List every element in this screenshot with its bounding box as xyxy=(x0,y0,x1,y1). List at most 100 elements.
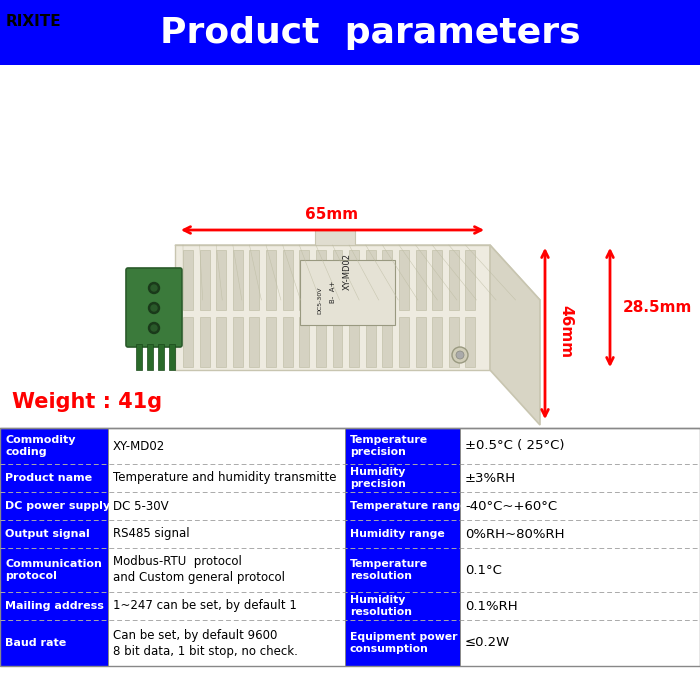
Bar xyxy=(300,260,395,325)
Bar xyxy=(0,492,108,520)
Circle shape xyxy=(148,283,160,293)
Bar xyxy=(147,344,153,370)
Bar xyxy=(345,620,460,666)
Text: Temperature and humidity transmitte: Temperature and humidity transmitte xyxy=(113,472,337,484)
Bar xyxy=(0,0,700,65)
Polygon shape xyxy=(490,245,540,425)
Bar xyxy=(349,250,359,310)
Text: 0%RH~80%RH: 0%RH~80%RH xyxy=(465,528,564,540)
Bar xyxy=(136,344,142,370)
Bar xyxy=(316,317,326,367)
Bar xyxy=(432,317,442,367)
Bar xyxy=(158,344,164,370)
Bar xyxy=(460,592,700,620)
Circle shape xyxy=(452,347,468,363)
Bar xyxy=(300,250,309,310)
Text: Product  parameters: Product parameters xyxy=(160,15,580,50)
Text: Commodity
coding: Commodity coding xyxy=(5,435,76,457)
Text: Temperature range: Temperature range xyxy=(350,501,468,511)
Text: Can be set, by default 9600
8 bit data, 1 bit stop, no check.: Can be set, by default 9600 8 bit data, … xyxy=(113,629,298,657)
Bar xyxy=(108,548,345,592)
Bar xyxy=(233,250,243,310)
Bar xyxy=(345,428,460,464)
Bar xyxy=(0,592,108,620)
Text: 28.5mm: 28.5mm xyxy=(623,300,692,316)
Bar xyxy=(108,592,345,620)
Text: 46mm: 46mm xyxy=(558,305,573,358)
FancyBboxPatch shape xyxy=(126,268,182,347)
Bar xyxy=(449,250,458,310)
Text: Communication
protocol: Communication protocol xyxy=(5,559,102,581)
Text: B-  A+: B- A+ xyxy=(330,281,336,303)
Bar xyxy=(345,492,460,520)
Text: RS485 signal: RS485 signal xyxy=(113,528,190,540)
Bar xyxy=(0,428,700,666)
Bar xyxy=(183,250,193,310)
Bar xyxy=(416,250,426,310)
Bar xyxy=(0,464,108,492)
Bar xyxy=(183,317,193,367)
Text: Output signal: Output signal xyxy=(5,529,90,539)
Bar xyxy=(382,317,392,367)
Bar xyxy=(283,250,293,310)
Bar xyxy=(233,317,243,367)
Text: 65mm: 65mm xyxy=(305,207,358,222)
Circle shape xyxy=(148,323,160,333)
Text: ±3%RH: ±3%RH xyxy=(465,472,516,484)
Text: ≤0.2W: ≤0.2W xyxy=(465,636,510,650)
Text: DC5-30V: DC5-30V xyxy=(318,286,323,314)
Circle shape xyxy=(148,302,160,314)
Bar xyxy=(460,492,700,520)
Text: 1~247 can be set, by default 1: 1~247 can be set, by default 1 xyxy=(113,599,297,612)
Bar xyxy=(460,428,700,464)
Bar xyxy=(365,317,376,367)
Bar xyxy=(300,317,309,367)
Bar xyxy=(266,317,276,367)
Text: Equipment power
consumption: Equipment power consumption xyxy=(350,632,458,654)
Circle shape xyxy=(456,351,464,359)
Text: Humidity
resolution: Humidity resolution xyxy=(350,595,412,617)
Bar xyxy=(283,317,293,367)
Text: RIXITE: RIXITE xyxy=(6,14,62,29)
Bar xyxy=(460,548,700,592)
Text: 0.1°C: 0.1°C xyxy=(465,564,502,577)
Bar xyxy=(0,520,108,548)
Polygon shape xyxy=(175,245,490,370)
Bar xyxy=(0,428,108,464)
Bar xyxy=(399,317,409,367)
Text: Baud rate: Baud rate xyxy=(5,638,66,648)
Bar xyxy=(345,592,460,620)
Text: XY-MD02: XY-MD02 xyxy=(113,440,165,452)
Bar xyxy=(382,250,392,310)
Text: -40°C~+60°C: -40°C~+60°C xyxy=(465,500,557,512)
Bar xyxy=(345,520,460,548)
Bar xyxy=(332,317,342,367)
Text: Humidity range: Humidity range xyxy=(350,529,444,539)
Bar xyxy=(316,250,326,310)
Bar xyxy=(249,250,260,310)
Bar xyxy=(199,317,209,367)
Bar xyxy=(108,464,345,492)
Text: 0.1%RH: 0.1%RH xyxy=(465,599,517,612)
Text: Mailing address: Mailing address xyxy=(5,601,104,611)
Bar xyxy=(466,317,475,367)
Bar xyxy=(249,317,260,367)
Text: Humidity
precision: Humidity precision xyxy=(350,467,406,489)
Bar xyxy=(0,65,700,428)
Bar xyxy=(345,548,460,592)
Bar xyxy=(108,492,345,520)
Bar xyxy=(460,520,700,548)
Polygon shape xyxy=(175,245,540,300)
Text: Temperature
precision: Temperature precision xyxy=(350,435,428,457)
Bar xyxy=(0,620,108,666)
Bar xyxy=(216,317,226,367)
Text: Temperature
resolution: Temperature resolution xyxy=(350,559,428,581)
Bar xyxy=(449,317,458,367)
Bar xyxy=(432,250,442,310)
Bar xyxy=(266,250,276,310)
Text: DC power supply: DC power supply xyxy=(5,501,110,511)
Bar xyxy=(108,620,345,666)
Text: XY-MD02: XY-MD02 xyxy=(342,253,351,290)
Text: Weight : 41g: Weight : 41g xyxy=(12,392,162,412)
Text: Product name: Product name xyxy=(5,473,92,483)
